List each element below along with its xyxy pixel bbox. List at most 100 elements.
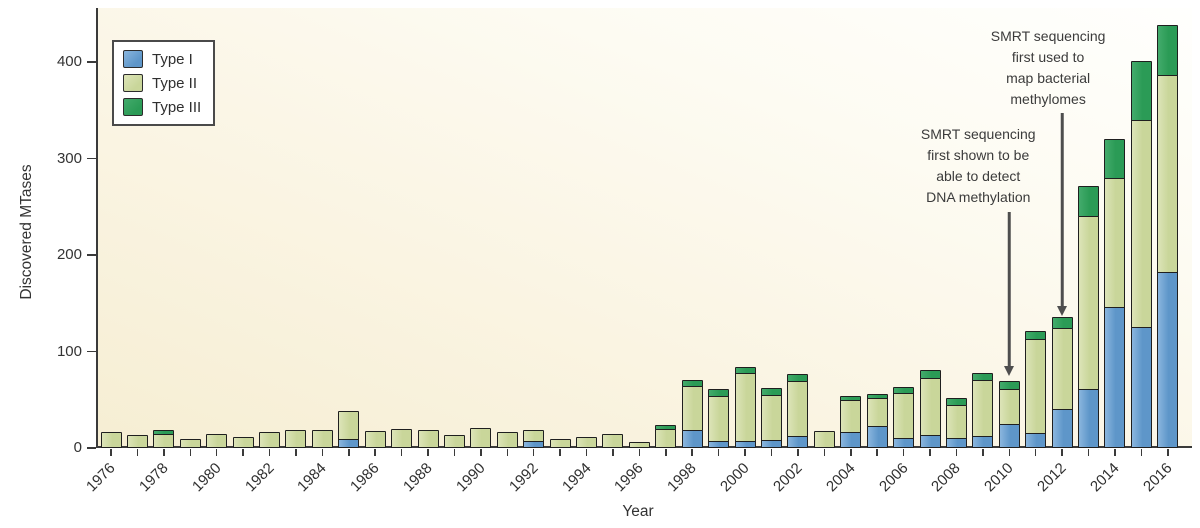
bar-segment-2007-type-ii	[919, 377, 941, 437]
bar-segment-2009-type-i	[972, 436, 994, 448]
bar-segment-2001-type-ii	[761, 395, 782, 442]
y-axis-tick	[87, 447, 96, 449]
y-axis-tick-label: 0	[73, 439, 82, 456]
bar-segment-2016-type-iii	[1157, 25, 1179, 77]
bar-segment-1986-type-ii	[364, 430, 386, 448]
x-axis-year-label: 2004	[822, 459, 859, 496]
stacked-bar-2000	[734, 366, 756, 448]
arrowhead-icon	[1057, 306, 1068, 316]
annotation-smrt-methylomes: SMRT sequencing first used to map bacter…	[958, 26, 1138, 110]
x-axis-tick	[189, 449, 191, 456]
stacked-bar-1978	[153, 430, 175, 448]
bar-segment-1991-type-ii	[496, 432, 518, 448]
legend-label: Type I	[152, 50, 193, 68]
bar-segment-2002-type-i	[787, 436, 809, 448]
x-axis-tick	[321, 449, 324, 456]
y-axis-title: Discovered MTases	[18, 164, 35, 300]
stacked-bar-1990	[470, 427, 492, 448]
x-axis-tick	[1087, 449, 1090, 456]
bar-segment-1978-type-ii	[153, 434, 175, 448]
annotation-line: first shown to be	[927, 147, 1030, 163]
bar-segment-2002-type-ii	[787, 380, 809, 438]
stacked-bar-1992	[523, 430, 545, 448]
legend-item-type-2: Type II	[123, 74, 201, 92]
y-axis-tick-label: 400	[56, 53, 82, 70]
stacked-bar-1983	[285, 429, 307, 448]
bar-segment-1980-type-ii	[206, 434, 228, 448]
x-axis-tick	[242, 449, 244, 456]
bar-segment-2013-type-ii	[1078, 215, 1100, 391]
x-axis-tick	[1114, 449, 1116, 456]
stacked-bar-1987	[391, 428, 413, 448]
stacked-bar-1980	[206, 434, 228, 448]
stacked-bar-2004	[840, 395, 862, 448]
type1-swatch-icon	[123, 50, 143, 68]
bar-segment-2016-type-ii	[1157, 74, 1179, 274]
x-axis-year-label: 1982	[241, 459, 278, 496]
x-axis-year-label: 2014	[1086, 459, 1123, 496]
x-axis-tick	[717, 449, 720, 456]
bar-segment-1997-type-ii	[655, 428, 677, 448]
bar-segment-2009-type-ii	[972, 379, 994, 438]
y-axis-tick-label: 100	[56, 342, 82, 360]
x-axis-tick	[427, 449, 429, 456]
x-axis-tick	[1140, 449, 1143, 456]
stacked-bar-2005	[866, 393, 888, 448]
bar-segment-2008-type-ii	[945, 404, 967, 440]
x-axis-year-label: 1986	[347, 459, 383, 496]
x-axis-year-label: 2000	[717, 459, 753, 496]
x-axis-tick	[1034, 449, 1037, 456]
stacked-bar-2009	[972, 372, 994, 448]
bar-segment-2013-type-i	[1078, 389, 1100, 448]
bar-segment-1998-type-i	[681, 429, 703, 448]
stacked-bar-2008	[945, 397, 967, 448]
bar-segment-1994-type-ii	[576, 437, 598, 448]
x-axis-year-label: 2010	[981, 459, 1017, 496]
annotation-line: able to detect	[936, 168, 1021, 184]
x-axis-year-label: 2008	[928, 459, 965, 496]
arrow-to-2012-bar	[1060, 113, 1064, 306]
x-axis-tick	[691, 449, 693, 456]
y-axis-tick-label: 200	[56, 246, 82, 263]
bar-segment-2005-type-i	[866, 425, 888, 448]
x-axis-tick	[876, 449, 878, 456]
bar-segment-2012-type-ii	[1051, 327, 1073, 411]
stacked-bar-1985	[338, 410, 360, 448]
annotation-line: SMRT sequencing	[990, 28, 1106, 44]
bar-segment-2007-type-i	[919, 435, 941, 448]
stacked-bar-1981	[232, 437, 254, 448]
arrow-to-2010-bar	[1008, 212, 1011, 366]
y-axis-tick	[87, 157, 96, 160]
bar-segment-2003-type-ii	[813, 430, 835, 448]
x-axis-year-label: 1976	[83, 459, 119, 496]
x-axis-tick	[453, 449, 456, 456]
annotation-line: methylomes	[1010, 91, 1086, 107]
bar-segment-1979-type-ii	[179, 439, 201, 448]
y-axis-tick-label: 300	[56, 149, 82, 167]
bar-segment-2014-type-ii	[1104, 178, 1126, 309]
bar-segment-2015-type-i	[1130, 327, 1152, 448]
x-axis-tick	[1008, 449, 1011, 456]
bar-segment-2010-type-ii	[998, 388, 1020, 426]
arrowhead-icon	[1004, 366, 1015, 376]
x-axis-tick	[902, 449, 905, 456]
bar-segment-2008-type-i	[945, 438, 967, 448]
bar-segment-1998-type-ii	[681, 385, 703, 432]
bar-segment-2004-type-i	[840, 432, 862, 448]
x-axis-tick	[295, 449, 297, 456]
stacked-bar-2014	[1104, 139, 1126, 448]
stacked-bar-1988	[417, 429, 439, 448]
x-axis-tick	[268, 449, 271, 456]
x-axis-tick	[797, 449, 799, 456]
x-axis-tick	[585, 449, 588, 456]
x-axis-year-label: 2016	[1139, 459, 1176, 496]
stacked-bar-1995	[602, 434, 624, 448]
bar-segment-1988-type-ii	[417, 429, 439, 448]
x-axis-tick	[110, 449, 112, 456]
stacked-bar-1996	[628, 442, 650, 448]
bar-segment-1999-type-ii	[708, 396, 730, 443]
x-axis-tick	[348, 449, 350, 456]
stacked-bar-1994	[576, 437, 598, 448]
x-axis-year-label: 1988	[400, 459, 436, 496]
x-axis-tick	[136, 449, 139, 456]
